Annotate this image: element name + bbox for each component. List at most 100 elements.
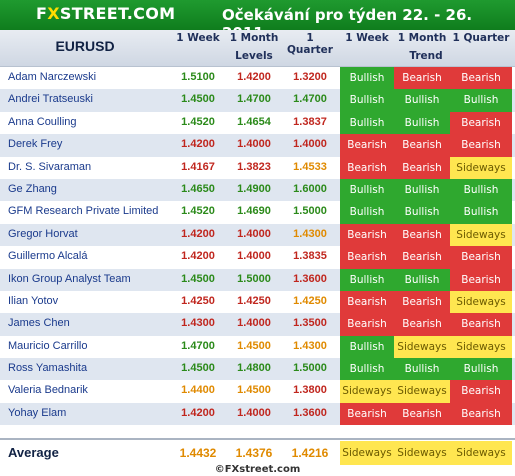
level-1-month: 1.4000 [237,317,271,330]
analyst-name-link[interactable]: Ross Yamashita [8,362,88,375]
header-levels-1-quarter: 1 Quarter [287,32,333,56]
table-row: Gregor Horvat 1.4200 1.4000 1.4300 Bearish Be… [0,223,515,247]
analyst-name-link[interactable]: Valeria Bednarik [8,384,88,397]
trend-1-month-badge: Sideways [394,335,450,359]
level-1-week: 1.4200 [181,406,215,419]
level-1-month: 1.4900 [237,182,271,195]
trend-1-month-badge: Bearish [394,246,450,269]
trend-1-week-badge: Bullish [340,268,394,291]
analyst-name-link[interactable]: James Chen [8,317,70,330]
header-trend-group: Trend [409,50,443,62]
level-1-quarter: 1.4250 [293,294,327,307]
level-1-week: 1.4700 [181,339,215,352]
average-level-1-quarter: 1.4216 [291,446,329,460]
trend-1-month-badge: Bearish [394,67,450,90]
analyst-name-link[interactable]: Derek Frey [8,138,63,151]
table-row: Derek Frey 1.4200 1.4000 1.4000 Bearish Beari… [0,134,515,157]
trend-1-week-badge: Sideways [340,380,394,403]
level-1-week: 1.4520 [181,205,215,218]
trend-1-week-badge: Bullish [340,201,394,224]
table-row: James Chen 1.4300 1.4000 1.3500 Bearish Beari… [0,313,515,336]
analyst-name-link[interactable]: Anna Coulling [8,115,77,128]
forecast-table: Adam Narczewski 1.5100 1.4200 1.3200 Bullish… [0,67,515,426]
copyright-footer: ©FXstreet.com [214,464,301,475]
logo-text: FXSTREET.COM [36,4,176,23]
banner: FXSTREET.COM Očekávání pro týden 22. - 2… [0,0,515,42]
analyst-name-link[interactable]: Adam Narczewski [8,71,97,83]
analyst-name-link[interactable]: Dr. S. Sivaraman [8,160,92,173]
level-1-week: 1.4400 [181,384,215,397]
trend-1-quarter-badge: Bearish [450,246,512,269]
trend-1-week-badge: Bullish [340,67,394,90]
level-1-week: 1.4500 [181,272,215,285]
trend-1-quarter-badge: Bullish [450,201,512,224]
table-row: Ge Zhang 1.4650 1.4900 1.6000 Bullish Bullish… [0,178,515,202]
level-1-month: 1.4654 [237,115,271,128]
analyst-name-link[interactable]: Ikon Group Analyst Team [8,272,131,285]
trend-1-week-badge: Bearish [340,156,394,179]
trend-1-quarter-badge: Sideways [450,290,512,314]
header-trend-1-month: 1 Month [397,32,447,44]
trend-1-quarter-badge: Bearish [450,402,512,426]
trend-1-week-badge: Bearish [340,402,394,426]
average-trend-1-quarter: Sideways [450,441,512,465]
level-1-week: 1.4200 [181,227,215,240]
trend-1-month-badge: Bearish [394,223,450,247]
trend-1-month-badge: Bearish [394,313,450,336]
level-1-month: 1.4800 [237,362,271,375]
table-row: GFM Research Private Limited 1.4520 1.4690… [0,201,515,224]
level-1-quarter: 1.5000 [293,362,327,375]
table-row: Andrei Tratseuski 1.4500 1.4700 1.4700 Bulli… [0,89,515,112]
level-1-quarter: 1.3835 [293,250,327,263]
level-1-quarter: 1.3200 [293,71,327,83]
trend-1-month-badge: Bullish [394,201,450,224]
level-1-week: 1.4250 [181,294,215,307]
level-1-quarter: 1.4700 [293,93,327,106]
trend-1-quarter-badge: Bullish [450,89,512,112]
trend-1-quarter-badge: Bearish [450,313,512,336]
table-row: Adam Narczewski 1.5100 1.4200 1.3200 Bullish… [0,67,515,90]
trend-1-week-badge: Bullish [340,178,394,202]
analyst-name-link[interactable]: Ge Zhang [8,182,57,195]
table-row: Guillermo Alcalá 1.4200 1.4000 1.3835 Bearis… [0,246,515,269]
analyst-name-link[interactable]: Andrei Tratseuski [8,93,93,106]
trend-1-month-badge: Bullish [394,358,450,381]
analyst-name-link[interactable]: Yohay Elam [8,406,67,419]
level-1-month: 1.4690 [237,205,271,218]
level-1-month: 1.3823 [237,160,271,173]
trend-1-quarter-badge: Bearish [450,380,512,403]
level-1-quarter: 1.4000 [293,138,327,151]
fxstreet-logo[interactable]: FXSTREET.COM [36,4,175,23]
trend-1-quarter-badge: Bearish [450,268,512,291]
trend-1-quarter-badge: Bearish [450,134,512,157]
table-row: Valeria Bednarik 1.4400 1.4500 1.3800 Sidewa… [0,380,515,403]
level-1-quarter: 1.6000 [293,182,327,195]
analyst-name-link[interactable]: Ilian Yotov [8,294,59,307]
analyst-name-link[interactable]: Mauricio Carrillo [8,339,88,352]
analyst-name-link[interactable]: Guillermo Alcalá [8,250,88,263]
analyst-name-link[interactable]: GFM Research Private Limited [8,205,159,218]
trend-1-week-badge: Bearish [340,134,394,157]
table-header: EURUSD 1 Week 1 Month 1 Quarter Levels 1… [0,30,515,67]
level-1-quarter: 1.3600 [293,406,327,419]
average-trend-1-week: Sideways [340,441,394,465]
trend-1-quarter-badge: Bearish [450,111,512,135]
level-1-week: 1.4500 [181,93,215,106]
trend-1-week-badge: Bearish [340,246,394,269]
header-trend-1-quarter: 1 Quarter [452,32,510,44]
level-1-quarter: 1.3800 [293,384,327,397]
header-levels-group: Levels [235,50,273,62]
analyst-name-link[interactable]: Gregor Horvat [8,227,78,240]
table-row: Ross Yamashita 1.4500 1.4800 1.5000 Bullish B… [0,358,515,381]
trend-1-week-badge: Bearish [340,313,394,336]
level-1-week: 1.4200 [181,138,215,151]
level-1-month: 1.4700 [237,93,271,106]
trend-1-month-badge: Bearish [394,402,450,426]
trend-1-week-badge: Bullish [340,358,394,381]
table-row: Ilian Yotov 1.4250 1.4250 1.4250 Bearish Bear… [0,290,515,314]
level-1-quarter: 1.4533 [293,160,327,173]
level-1-quarter: 1.4300 [293,227,327,240]
level-1-month: 1.4000 [237,406,271,419]
header-trend-1-week: 1 Week [345,32,389,44]
trend-1-quarter-badge: Sideways [450,335,512,359]
